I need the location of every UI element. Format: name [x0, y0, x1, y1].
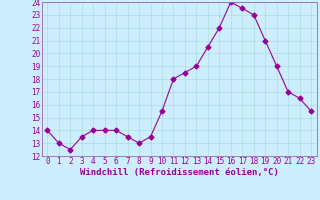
X-axis label: Windchill (Refroidissement éolien,°C): Windchill (Refroidissement éolien,°C) [80, 168, 279, 177]
